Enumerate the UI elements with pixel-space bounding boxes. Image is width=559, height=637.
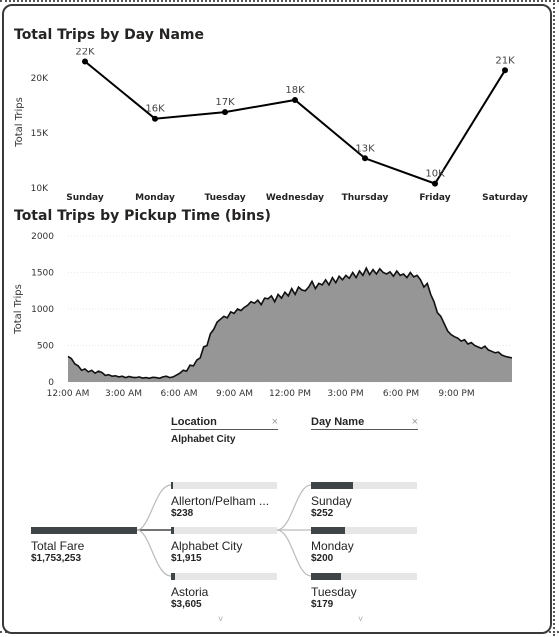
area-x-tick: 3:00 PM <box>327 389 363 399</box>
area-y-axis-label: Total Trips <box>13 284 24 335</box>
decomp-location-amount: $238 <box>171 508 194 519</box>
line-chart-title: Total Trips by Day Name <box>14 27 204 43</box>
decomp-location-node[interactable]: Allerton/Pelham ... $238 <box>171 482 277 519</box>
line-y-tick: 20K <box>31 74 49 84</box>
line-y-axis-label: Total Trips <box>14 97 25 148</box>
decomp-day-amount: $179 <box>311 599 334 610</box>
location-slicer-clear-icon[interactable]: × <box>271 416 278 428</box>
decomp-location-label: Astoria <box>171 585 209 599</box>
day-name-slicer-clear-icon[interactable]: × <box>411 416 418 428</box>
decomp-day-node[interactable]: Monday $200 <box>311 527 417 564</box>
area-x-tick: 3:00 AM <box>105 389 142 399</box>
line-data-label: 17K <box>215 97 235 108</box>
line-point <box>222 109 228 116</box>
decomp-location-bar <box>171 527 174 534</box>
line-point <box>432 180 438 187</box>
line-point <box>502 67 508 74</box>
decomp-day-label: Monday <box>311 539 354 553</box>
decomp-day-label: Sunday <box>311 494 352 508</box>
decomp-location-bar <box>171 573 175 580</box>
decomp-day-bar <box>311 482 354 489</box>
area-x-tick: 9:00 AM <box>216 389 253 399</box>
line-x-tick: Wednesday <box>266 193 324 203</box>
line-chart[interactable]: Total Trips 10K 15K 20K Sunday Monday Tuesday W… <box>0 48 540 208</box>
decomp-root-label: Total Fare <box>31 539 85 553</box>
decomp-tree-connectors <box>136 484 312 577</box>
area-x-tick: 12:00 AM <box>47 389 90 399</box>
line-series <box>84 60 506 185</box>
line-point <box>362 155 368 162</box>
day-name-slicer[interactable]: Day Name × <box>311 416 418 434</box>
scroll-down-chevron-icon[interactable]: ˅ <box>358 614 364 624</box>
line-point <box>82 58 88 65</box>
scroll-down-chevron-icon[interactable]: ˅ <box>218 614 224 624</box>
top-border-dots <box>0 0 559 8</box>
decomp-day-bar <box>311 527 345 534</box>
location-slicer[interactable]: Location × Alphabet City <box>171 416 278 445</box>
line-x-tick: Saturday <box>482 193 528 203</box>
area-y-tick: 1500 <box>31 269 54 279</box>
decomp-location-bar <box>171 482 173 489</box>
line-data-label: 18K <box>285 85 305 96</box>
decomp-location-label: Allerton/Pelham ... <box>171 494 270 508</box>
right-border-dots <box>553 0 559 636</box>
area-fill <box>68 268 512 382</box>
decomp-root-amount: $1,753,253 <box>31 553 82 564</box>
decomp-day-amount: $252 <box>311 508 334 519</box>
area-y-tick: 500 <box>37 342 54 352</box>
line-x-tick: Sunday <box>66 193 104 203</box>
decomp-location-label: Alphabet City <box>171 539 243 553</box>
day-name-slicer-label: Day Name <box>311 416 365 428</box>
location-slicer-value: Alphabet City <box>171 434 236 445</box>
area-x-tick: 9:00 PM <box>438 389 474 399</box>
line-y-tick: 10K <box>31 184 49 194</box>
line-data-label: 10K <box>425 169 445 180</box>
decomp-location-node[interactable]: Alphabet City $1,915 <box>171 527 277 564</box>
line-y-tick: 15K <box>31 129 49 139</box>
line-data-label: 16K <box>145 104 165 115</box>
line-x-tick: Friday <box>419 193 450 203</box>
line-data-label: 22K <box>75 48 95 58</box>
decomp-location-amount: $3,605 <box>171 599 202 610</box>
area-y-tick: 2000 <box>31 232 54 242</box>
area-x-tick: 6:00 AM <box>161 389 198 399</box>
line-data-label: 21K <box>495 55 515 66</box>
line-data-label: 13K <box>355 143 375 154</box>
area-y-tick: 1000 <box>31 305 54 315</box>
decomp-location-node[interactable]: Astoria $3,605 <box>171 573 277 610</box>
decomp-day-bar <box>311 573 341 580</box>
area-chart-title: Total Trips by Pickup Time (bins) <box>14 208 271 224</box>
decomp-root-node[interactable]: Total Fare $1,753,253 <box>31 527 137 564</box>
area-chart[interactable]: 0 500 1000 1500 2000 Total Trips 12:00 AM 3:00 … <box>0 226 540 404</box>
decomp-day-amount: $200 <box>311 553 334 564</box>
decomp-day-node[interactable]: Sunday $252 <box>311 482 417 519</box>
decomp-day-label: Tuesday <box>311 585 357 599</box>
line-x-tick: Monday <box>135 193 175 203</box>
area-x-tick: 12:00 PM <box>269 389 311 399</box>
location-slicer-label: Location <box>171 416 217 428</box>
area-series-line <box>67 266 513 380</box>
decomp-day-node[interactable]: Tuesday $179 <box>311 573 417 610</box>
line-point <box>152 115 158 122</box>
line-x-tick: Tuesday <box>204 193 245 203</box>
area-y-tick: 0 <box>48 378 54 388</box>
line-point <box>292 97 298 103</box>
area-x-tick: 6:00 PM <box>383 389 419 399</box>
decomp-location-amount: $1,915 <box>171 553 202 564</box>
line-x-tick: Thursday <box>342 193 389 203</box>
decomp-root-bar <box>31 527 137 534</box>
